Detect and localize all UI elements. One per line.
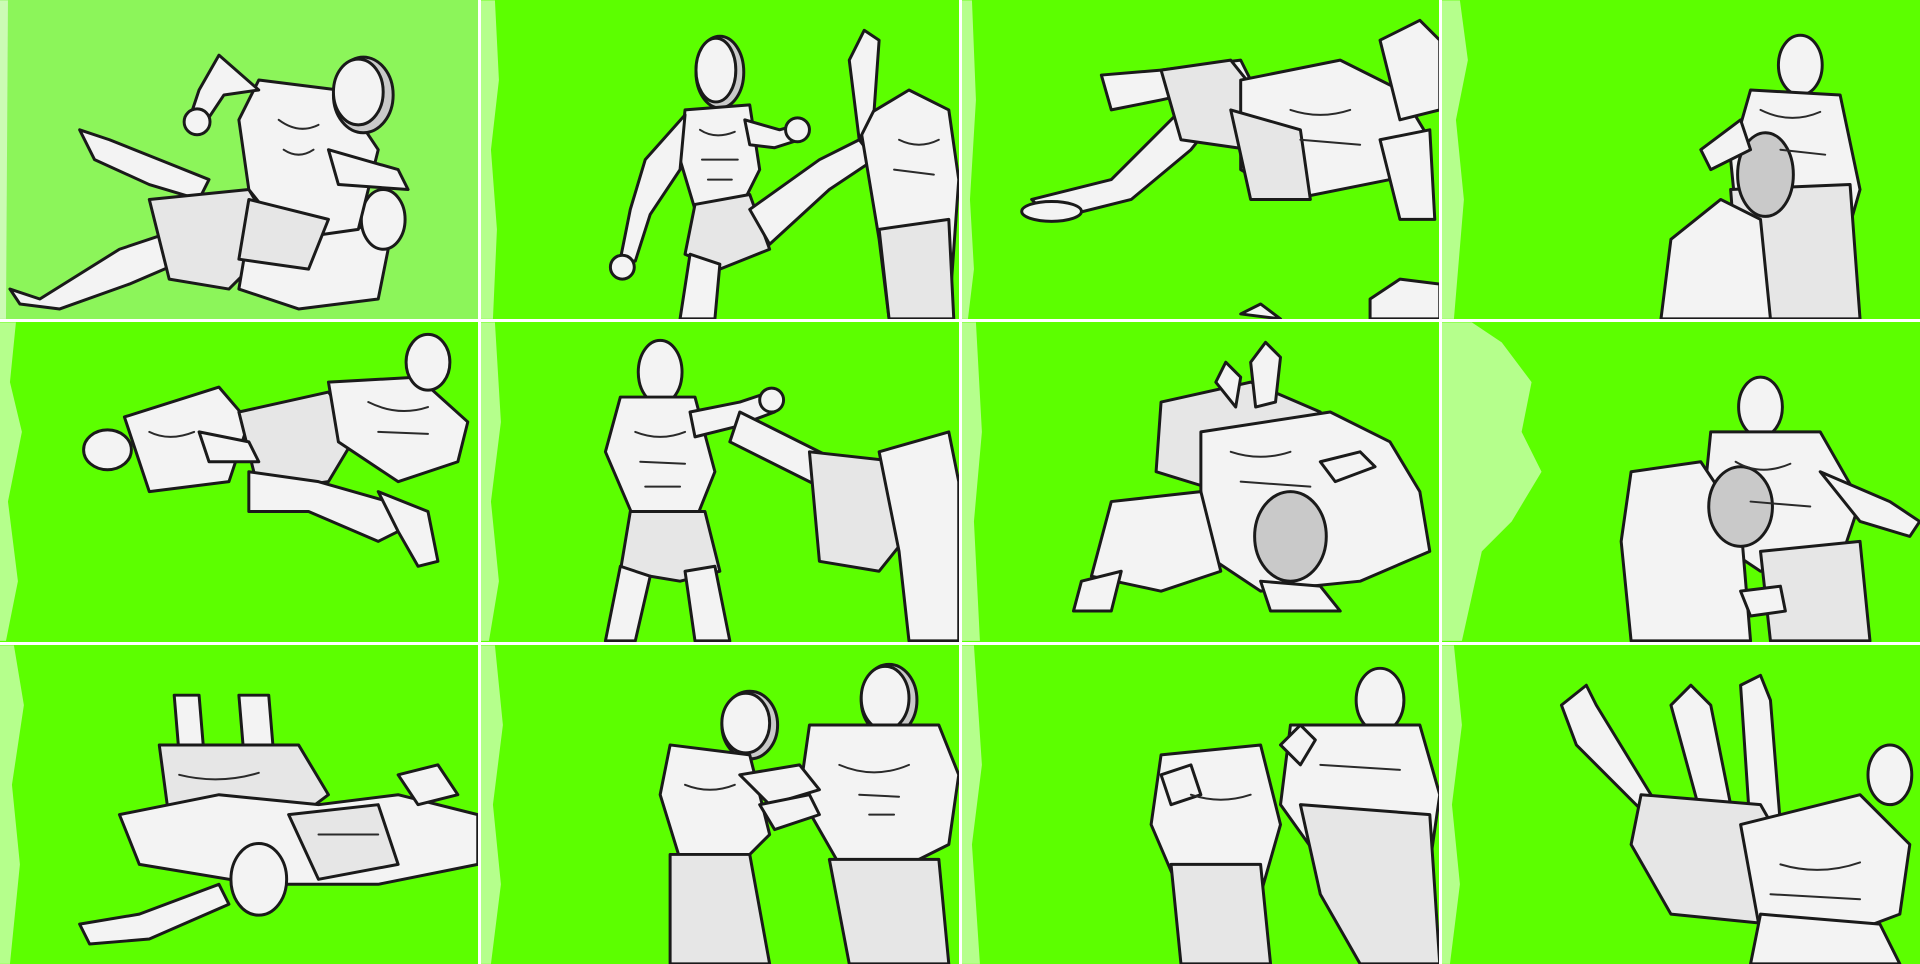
panel-10: [480, 644, 959, 964]
panel-12: [1442, 644, 1920, 964]
panel-4: [1442, 0, 1920, 320]
fighters-grappling-icon: [0, 645, 478, 964]
panel-8: [1442, 322, 1920, 642]
fighter-kick-icon: [480, 322, 959, 642]
fighters-clinch-icon: [1442, 322, 1920, 642]
fighters-grappling-icon: [961, 0, 1440, 320]
fighter-knee-icon: [961, 645, 1440, 964]
panel-3: [961, 0, 1440, 320]
panel-2: [480, 0, 959, 320]
panel-7: [961, 322, 1440, 642]
panel-9: [0, 644, 478, 964]
fighters-clinch-icon: [480, 645, 959, 964]
panel-5: [0, 322, 478, 642]
fighters-grappling-icon: [0, 322, 470, 642]
fighters-takedown-icon: [1442, 645, 1914, 964]
panel-6: [480, 322, 959, 642]
fighters-grappling-icon: [961, 322, 1431, 642]
fighter-kick-icon: [480, 0, 959, 320]
panel-1: [0, 0, 478, 320]
fighters-clinch-icon: [1442, 0, 1862, 320]
panel-11: [961, 644, 1440, 964]
fighters-grappling-icon: [0, 0, 410, 319]
